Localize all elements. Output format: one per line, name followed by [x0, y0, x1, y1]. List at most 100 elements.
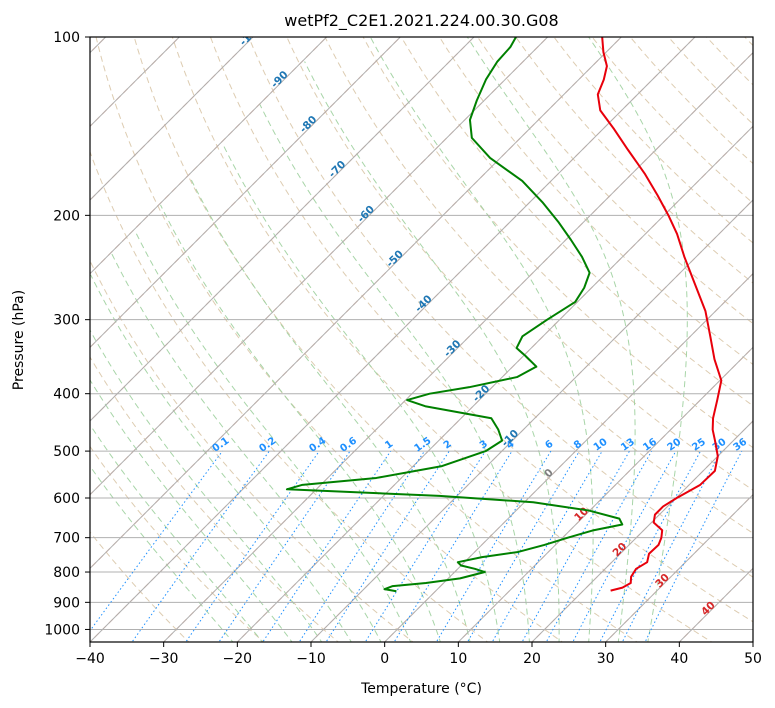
- mixing-ratio-line: [621, 450, 722, 642]
- plot-frame: [89, 36, 754, 643]
- y-tick-label: 400: [53, 387, 80, 403]
- isotherm-grid-line: [162, 51, 753, 642]
- x-tick-label: −40: [75, 651, 105, 667]
- isotherm-grid-line: [310, 199, 753, 642]
- isotherm-label: -40: [413, 293, 435, 315]
- dry-adiabat-line: [90, 445, 265, 642]
- chart-title: wetPf2_C2E1.2021.224.00.30.G08: [284, 11, 558, 31]
- x-axis-label: Temperature (°C): [360, 681, 482, 697]
- moist-adiabat-line: [90, 329, 323, 642]
- y-tick-label: 700: [53, 531, 80, 547]
- mixing-ratio-line: [90, 450, 223, 632]
- mixing-ratio-label: 0.1: [211, 435, 232, 454]
- isotherm-dashed-line: [90, 37, 181, 128]
- mixing-ratio-line: [644, 450, 743, 642]
- isotherm-label: 30: [653, 571, 672, 590]
- isotherm-dashed-line: [90, 37, 402, 349]
- mixing-ratio-line: [298, 450, 425, 642]
- mixing-ratio-line: [466, 450, 580, 642]
- dry-adiabat-line: [90, 259, 414, 642]
- isotherm-grid-line: [90, 37, 696, 642]
- moist-adiabat-line: [111, 253, 382, 642]
- dry-adiabat-line: [515, 37, 753, 284]
- moist-adiabat-line: [90, 465, 234, 642]
- moist-adiabat-line: [134, 230, 412, 642]
- dry-adiabat-line: [90, 150, 489, 642]
- mixing-ratio-line: [393, 450, 513, 642]
- isotherm-label: -50: [384, 248, 406, 270]
- moist-adiabat-line: [90, 423, 264, 642]
- y-tick-label: 200: [53, 208, 80, 224]
- dry-adiabat-line: [770, 24, 775, 645]
- isotherm-dashed-line: [236, 125, 753, 642]
- mixing-ratio-label: 0.4: [307, 435, 328, 454]
- isotherm-grid-line: [90, 37, 402, 349]
- mixing-ratio-line: [572, 450, 677, 642]
- y-tick-label: 300: [53, 313, 80, 329]
- mixing-ratio-label: 0.6: [338, 435, 359, 454]
- mixing-ratio-line: [131, 450, 270, 642]
- isotherm-label: 20: [610, 540, 629, 559]
- mixing-ratio-label: 1.5: [413, 435, 434, 454]
- dry-adiabat-line: [90, 531, 190, 642]
- mixing-ratio-line: [185, 450, 320, 642]
- mixing-ratio-label: 0.2: [257, 435, 278, 454]
- dry-adiabat-line: [400, 37, 753, 407]
- isotherm-grid-line: [90, 37, 475, 422]
- isotherm-grid-line: [604, 493, 753, 642]
- isotherm-grid-line: [90, 37, 549, 496]
- isotherm-grid-line: [90, 37, 623, 570]
- isotherm-label: -100: [237, 21, 264, 48]
- dry-adiabat-line: [90, 356, 339, 642]
- y-tick-label: 1000: [44, 622, 80, 638]
- isotherm-label: -60: [355, 203, 377, 225]
- isotherm-grid-line: [752, 641, 753, 642]
- isotherm-label: -10: [499, 428, 521, 450]
- plot-area: 0.1 0.2 0.4 0.6 1 1.5 2 3 4 6 8 10 13 16 20 25 30 36-100-…: [90, 21, 775, 645]
- dry-adiabat-line: [324, 37, 753, 491]
- isotherm-grid-line: [90, 37, 254, 201]
- x-tick-label: 50: [744, 651, 762, 667]
- moist-adiabat-line: [90, 274, 352, 642]
- isotherm-label: 0: [542, 467, 556, 481]
- isotherm-grid-line: [678, 567, 753, 642]
- isotherm-label: -80: [298, 114, 320, 136]
- isotherm-dashed-line: [90, 37, 254, 201]
- moist-adiabat-line: [259, 104, 530, 642]
- dry-adiabat-line: [705, 37, 753, 86]
- x-tick-label: 20: [523, 651, 541, 667]
- mixing-ratio-label: 2: [442, 439, 454, 452]
- temperature-profile-line: [596, 37, 723, 592]
- isotherm-grid-line: [90, 37, 328, 275]
- mixing-ratio-label: 8: [572, 439, 584, 452]
- isotherm-grid-line: [90, 37, 181, 128]
- mixing-ratio-label: 6: [543, 439, 555, 452]
- isotherm-dashed-line: [678, 567, 753, 642]
- isotherm-dashed-line: [752, 641, 753, 642]
- moist-adiabat-line: [90, 379, 293, 642]
- dry-adiabat-line: [133, 37, 638, 642]
- isotherm-label: -90: [269, 69, 291, 91]
- isotherm-grid-line: [383, 272, 753, 642]
- x-tick-label: 0: [380, 651, 389, 667]
- dewpoint-profile-line: [285, 37, 624, 593]
- y-tick-label: 900: [53, 595, 80, 611]
- moist-adiabat-line: [222, 144, 501, 642]
- isotherm-label: -30: [442, 338, 464, 360]
- x-tick-label: 10: [449, 651, 467, 667]
- mixing-ratio-line: [599, 450, 701, 642]
- axes: −40 −30 −20 −10 0 10 20 30 40 5010020030040050060…: [44, 30, 762, 667]
- isotherm-dashed-line: [90, 37, 475, 422]
- y-tick-label: 500: [53, 444, 80, 460]
- y-tick-label: 800: [53, 565, 80, 581]
- x-tick-label: 30: [597, 651, 615, 667]
- moist-adiabat-line: [588, 37, 688, 642]
- dry-adiabat-line: [667, 37, 753, 125]
- mixing-ratio-line: [218, 450, 351, 642]
- isotherm-grid-line: [236, 125, 753, 642]
- moist-adiabat-line: [160, 204, 441, 642]
- moist-adiabat-line: [189, 176, 471, 642]
- x-tick-label: 40: [670, 651, 688, 667]
- isotherm-label: -70: [326, 158, 348, 180]
